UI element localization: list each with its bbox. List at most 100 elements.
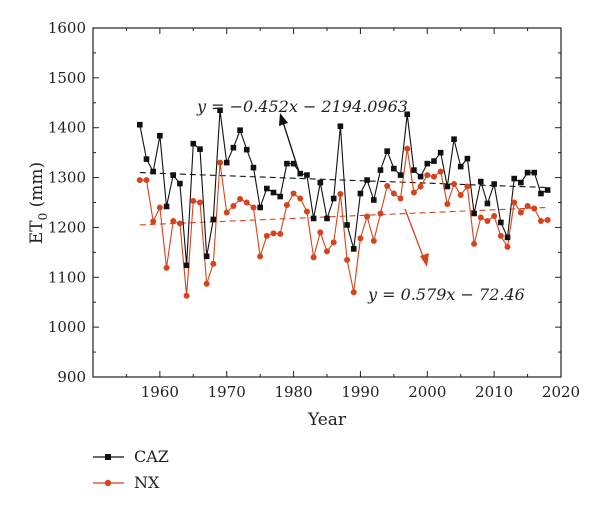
nx-point	[344, 256, 351, 263]
caz-point	[511, 175, 517, 182]
caz-point	[344, 222, 350, 228]
nx-point	[370, 237, 377, 244]
nx-point	[290, 190, 297, 197]
caz-point	[457, 163, 464, 170]
caz-point	[377, 167, 384, 173]
nx-point	[310, 254, 317, 261]
nx-point	[430, 173, 437, 180]
nx-point	[176, 220, 183, 227]
y-axis-label: ET0 (mm)	[27, 162, 50, 244]
nx-point	[263, 232, 270, 239]
nx-point	[270, 230, 277, 237]
nx-series-line	[139, 148, 548, 296]
caz-point	[143, 156, 150, 162]
caz-point	[424, 160, 431, 167]
caz-point	[544, 187, 551, 193]
nx-point	[437, 168, 444, 175]
x-tick-label: 1990	[341, 383, 379, 401]
x-axis-label: Year	[307, 410, 347, 430]
caz-point	[150, 168, 156, 175]
y-axis-label-subscript: 0	[36, 213, 50, 221]
caz-point	[350, 246, 357, 252]
caz-point	[324, 215, 330, 222]
caz-point	[250, 164, 257, 171]
y-tick-label: 1400	[48, 119, 86, 137]
nx-point	[384, 183, 391, 190]
caz-point	[464, 155, 471, 162]
caz-point	[230, 144, 237, 151]
nx-point	[410, 189, 417, 196]
y-axis-label-main: ET	[27, 220, 47, 244]
nx-point	[297, 195, 304, 202]
y-tick-label: 1100	[48, 268, 86, 286]
nx-point	[364, 213, 371, 220]
nx-equation-arrowhead	[420, 253, 429, 267]
caz-point	[203, 253, 210, 260]
nx-point	[544, 216, 551, 223]
legend: CAZ NX	[93, 447, 169, 492]
nx-point	[277, 230, 284, 237]
nx-point	[237, 196, 244, 203]
caz-point	[270, 189, 277, 196]
caz-point	[217, 107, 223, 114]
nx-point	[504, 243, 511, 250]
caz-point	[411, 167, 417, 173]
nx-point	[397, 195, 404, 202]
caz-point	[437, 149, 444, 156]
nx-point	[136, 177, 143, 184]
axes: 1960 1970 1980 1990 2000 2010 2020 900 1000 1100 1…	[48, 19, 580, 401]
y-tick-label: 1500	[48, 69, 86, 87]
nx-point	[377, 210, 384, 217]
caz-point	[431, 158, 437, 164]
caz-point	[357, 190, 364, 197]
caz-point	[210, 216, 217, 223]
caz-point	[304, 172, 310, 178]
legend-caz-label: CAZ	[134, 447, 169, 466]
nx-point	[444, 200, 451, 207]
caz-point	[444, 183, 451, 190]
nx-point	[203, 280, 210, 287]
nx-point	[491, 212, 498, 219]
caz-point	[384, 148, 390, 154]
legend-nx-label: NX	[134, 473, 160, 492]
legend-item-caz: CAZ	[93, 447, 169, 466]
caz-series-line	[139, 110, 548, 266]
nx-point	[451, 181, 458, 188]
caz-point	[371, 197, 377, 203]
caz-point	[391, 165, 397, 172]
nx-point	[417, 183, 424, 190]
caz-trend-equation: y = −0.452x − 2194.0963	[196, 97, 408, 116]
nx-point	[196, 199, 203, 206]
nx-point	[156, 204, 163, 211]
caz-point	[170, 172, 177, 178]
nx-point	[404, 145, 411, 152]
caz-point	[484, 200, 491, 207]
nx-trend-equation: y = 0.579x − 72.46	[367, 285, 525, 304]
nx-point	[357, 235, 364, 242]
caz-point	[404, 111, 411, 118]
plot-frame	[92, 27, 562, 378]
legend-item-nx: NX	[93, 473, 160, 492]
caz-point	[157, 132, 163, 139]
nx-point	[257, 253, 264, 260]
nx-point	[390, 190, 397, 197]
caz-point	[257, 204, 263, 211]
nx-point	[223, 209, 230, 216]
caz-point	[197, 146, 203, 152]
nx-point	[477, 214, 484, 221]
caz-point	[337, 123, 344, 130]
y-tick-label: 1200	[48, 218, 86, 236]
legend-caz-marker	[105, 454, 111, 460]
nx-point	[350, 289, 357, 296]
nx-trend-line	[139, 206, 548, 226]
y-tick-label: 900	[57, 368, 86, 386]
nx-point	[230, 202, 237, 209]
y-tick-label: 1300	[48, 169, 86, 187]
nx-point	[283, 201, 290, 208]
nx-point	[170, 217, 177, 224]
caz-point	[518, 179, 524, 186]
nx-point	[243, 199, 250, 206]
x-tick-label: 1960	[141, 383, 179, 401]
nx-point	[471, 240, 478, 247]
